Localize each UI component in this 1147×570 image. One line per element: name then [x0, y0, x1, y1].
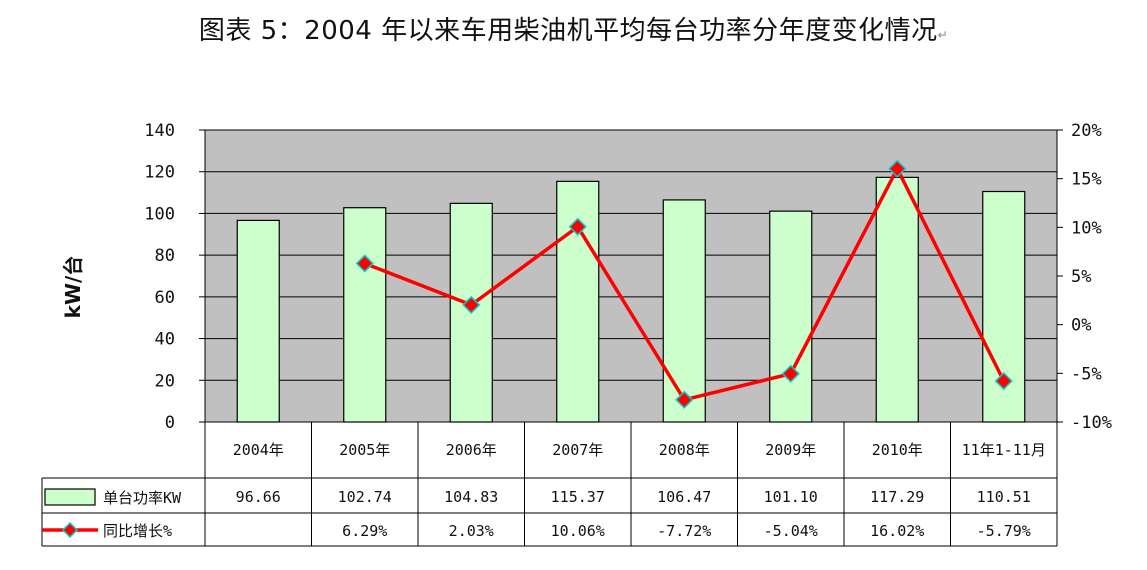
growth-marker [355, 254, 374, 273]
bar-value-label: 106.47 [657, 488, 711, 506]
growth-value-label: 16.02% [870, 522, 924, 540]
bar [236, 219, 280, 423]
category-label: 2006年 [446, 441, 497, 459]
legend-bar-swatch [44, 488, 96, 506]
growth-marker [568, 217, 587, 236]
left-tick-label: 40 [155, 330, 175, 350]
legend-bar-label: 单台功率KW [103, 489, 182, 507]
bar [343, 207, 387, 423]
legend-line-label: 同比增长% [103, 522, 172, 540]
growth-marker [994, 371, 1013, 391]
chart-title: 图表 5：2004 年以来车用柴油机平均每台功率分年度变化情况↵ [198, 16, 949, 46]
category-label: 2005年 [339, 441, 390, 459]
growth-value-label: 10.06% [551, 522, 605, 540]
category-label: 2004年 [233, 441, 284, 459]
category-label: 2007年 [552, 441, 603, 459]
left-tick-label: 0 [165, 413, 175, 433]
right-tick-label: -10% [1071, 413, 1112, 433]
growth-value-label: 6.29% [342, 522, 387, 540]
bar [662, 199, 706, 423]
bar-value-label: 117.29 [870, 488, 924, 506]
growth-marker [462, 295, 481, 314]
right-tick-label: 15% [1071, 170, 1102, 190]
growth-value-label: -5.79% [977, 522, 1031, 540]
bar-value-label: 102.74 [338, 488, 392, 506]
bar-value-label: 110.51 [977, 488, 1031, 506]
bar-value-label: 101.10 [764, 488, 818, 506]
growth-value-label: -5.04% [764, 522, 818, 540]
right-tick-label: 20% [1071, 121, 1102, 141]
growth-value-label: 2.03% [449, 522, 494, 540]
bar-value-label: 115.37 [551, 488, 605, 506]
left-tick-label: 80 [155, 246, 175, 266]
bar [875, 176, 919, 423]
right-tick-label: 5% [1071, 267, 1091, 287]
growth-marker [888, 159, 907, 178]
left-tick-label: 20 [155, 371, 175, 391]
category-label: 2009年 [765, 441, 816, 459]
left-tick-label: 60 [155, 288, 175, 308]
category-label: 2010年 [872, 441, 923, 459]
growth-marker [781, 364, 800, 383]
legend-line-marker [61, 521, 79, 539]
bar-value-label: 104.83 [444, 488, 498, 506]
category-label: 11年1-11月 [962, 441, 1046, 459]
plot-area [204, 129, 1058, 423]
right-tick-label: 10% [1071, 218, 1102, 238]
left-tick-label: 100 [144, 204, 175, 224]
return-mark: ↵ [937, 28, 949, 42]
left-tick-label: 140 [144, 121, 175, 141]
category-label: 2008年 [659, 441, 710, 459]
y-axis-title: kW/台 [61, 256, 85, 319]
growth-value-label: -7.72% [657, 522, 711, 540]
bar-value-label: 96.66 [236, 488, 281, 506]
right-tick-label: -5% [1071, 364, 1102, 384]
right-tick-label: 0% [1071, 316, 1091, 336]
bar [556, 180, 600, 423]
bar [769, 210, 813, 423]
growth-marker [675, 390, 694, 409]
left-tick-label: 120 [144, 163, 175, 183]
